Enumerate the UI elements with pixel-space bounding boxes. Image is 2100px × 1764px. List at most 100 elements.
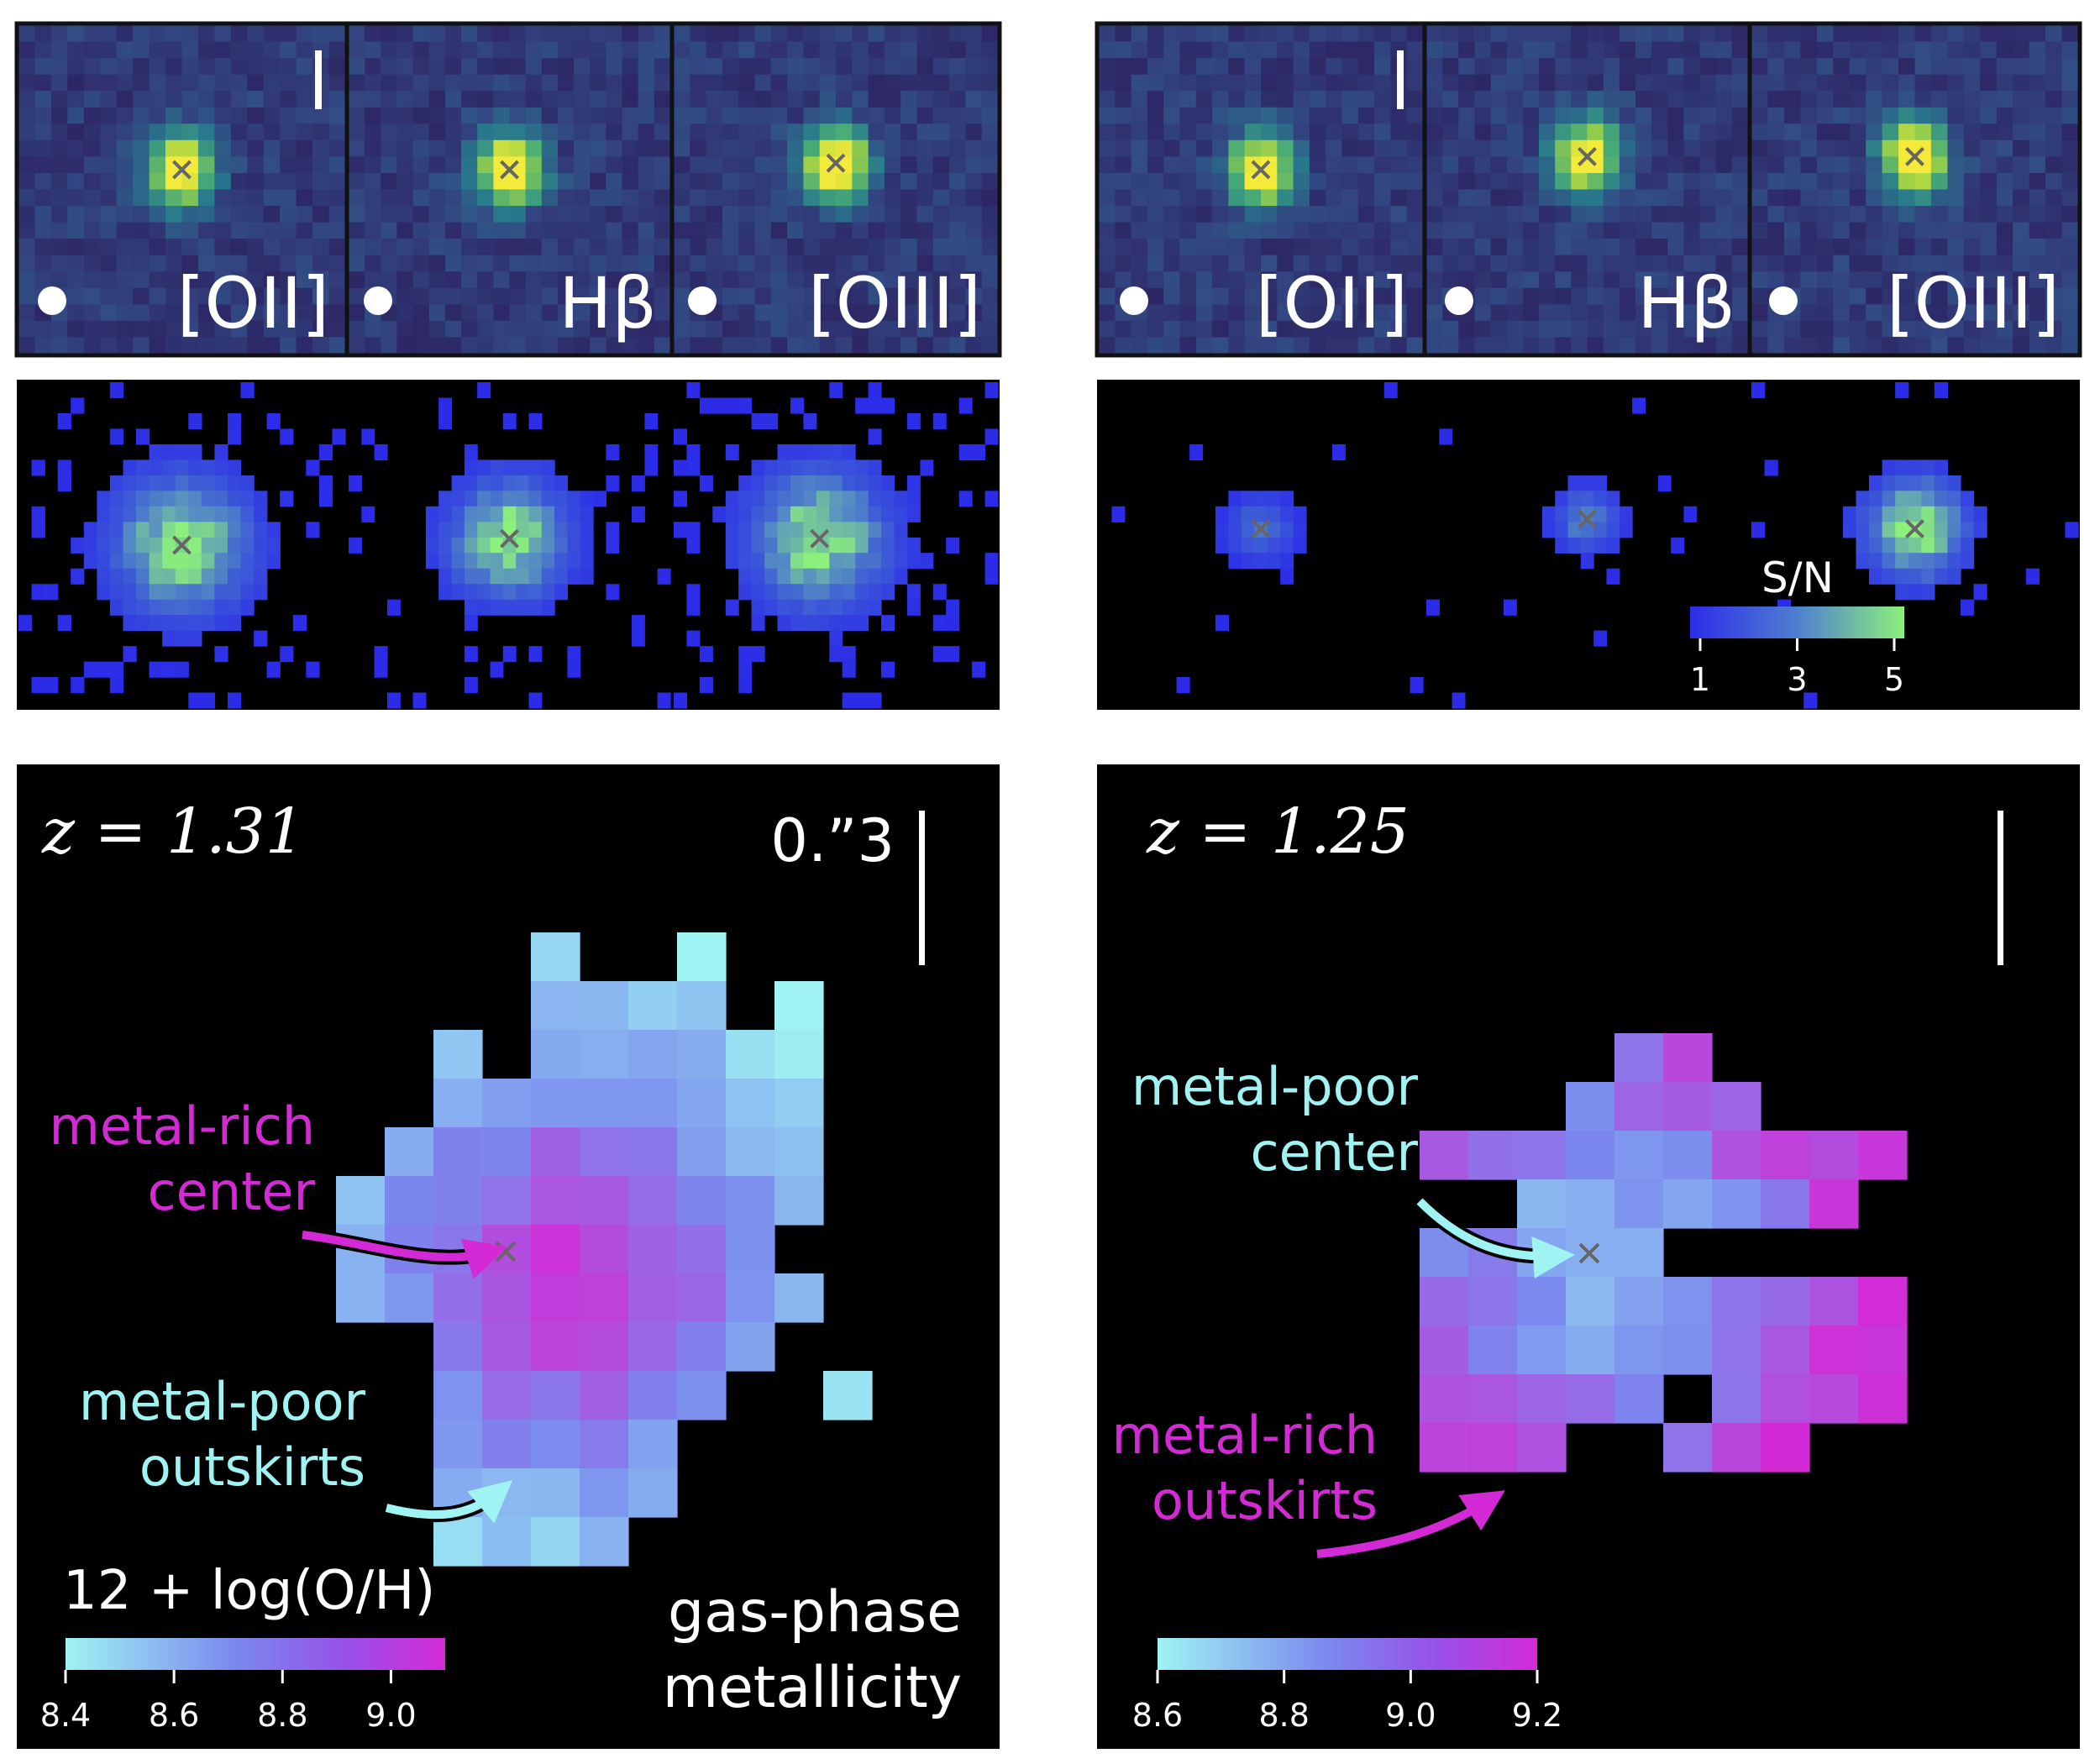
map-pixel (1603, 337, 1620, 354)
map-pixel (1228, 304, 1246, 322)
map-pixel (349, 337, 365, 354)
map-pixel (1426, 304, 1443, 322)
map-pixel (50, 239, 68, 256)
map-pixel (1667, 139, 1685, 157)
map-pixel (1980, 189, 1998, 207)
sn-pixel (97, 506, 111, 522)
map-pixel (280, 304, 297, 322)
map-pixel (1635, 74, 1652, 92)
map-pixel (1816, 320, 1834, 339)
map-pixel (803, 74, 821, 92)
map-pixel (1374, 173, 1391, 191)
map-pixel (1244, 255, 1262, 272)
sn-pixel (528, 491, 543, 507)
sn-pixel (464, 506, 478, 522)
metallicity-pixel (433, 1420, 483, 1469)
map-pixel (1406, 189, 1424, 207)
sn-pixel (1293, 537, 1307, 554)
map-pixel (690, 189, 707, 207)
metallicity-pixel (1858, 1131, 1908, 1180)
sn-pixel (318, 444, 333, 460)
map-pixel (1849, 41, 1866, 59)
map-pixel (916, 107, 934, 124)
sn-pixel (266, 553, 281, 570)
metallicity-pixel (580, 1420, 629, 1469)
metallicity-pixel (482, 1371, 532, 1420)
map-pixel (1115, 139, 1132, 157)
map-pixel (1490, 58, 1508, 76)
map-pixel (2013, 173, 2030, 191)
sn-pixel (1921, 459, 1935, 476)
map-pixel (1131, 320, 1148, 339)
sn-pixel (1331, 444, 1346, 460)
sn-pixel (477, 382, 491, 399)
map-pixel (690, 41, 707, 59)
sn-pixel (972, 661, 986, 678)
sn-pixel (425, 506, 439, 522)
map-pixel (1506, 74, 1524, 92)
map-pixel (428, 139, 446, 157)
sn-pixel (57, 475, 71, 491)
sn-pixel (1961, 491, 1975, 507)
map-pixel (1115, 337, 1132, 354)
map-pixel (461, 74, 478, 92)
sn-pixel (1383, 382, 1398, 399)
map-pixel (1357, 271, 1375, 289)
map-pixel (1228, 239, 1246, 256)
map-pixel (67, 320, 85, 339)
map-pixel (803, 239, 821, 256)
map-pixel (541, 320, 559, 339)
map-pixel (1374, 156, 1391, 174)
sn-pixel (906, 491, 921, 507)
sn-pixel (829, 646, 843, 663)
map-pixel (149, 41, 166, 59)
map-pixel (558, 304, 575, 322)
map-pixel (1833, 58, 1851, 76)
map-pixel (1651, 189, 1668, 207)
map-pixel (1406, 74, 1424, 92)
metallicity-pixel (1809, 1131, 1859, 1180)
map-pixel (1506, 41, 1524, 59)
sn-pixel (725, 599, 739, 616)
map-pixel (558, 287, 575, 305)
map-pixel (690, 74, 707, 92)
map-pixel (606, 206, 623, 223)
sn-pixel (201, 568, 215, 585)
map-pixel (722, 337, 739, 354)
map-pixel (1996, 91, 2013, 108)
map-pixel (738, 189, 756, 207)
map-pixel (690, 173, 707, 191)
map-pixel (1619, 107, 1636, 124)
map-pixel (836, 91, 853, 108)
sn-pixel (45, 677, 59, 694)
map-pixel (1195, 91, 1213, 108)
map-pixel (247, 156, 265, 174)
sn-pixel (842, 661, 856, 678)
map-pixel (1228, 271, 1246, 289)
centroid-marker (172, 535, 192, 555)
map-pixel (133, 271, 150, 289)
map-pixel (493, 139, 511, 157)
map-pixel (2061, 320, 2079, 339)
sn-pixel (738, 491, 753, 507)
map-pixel (1277, 271, 1294, 289)
map-pixel (1179, 156, 1197, 174)
map-pixel (754, 123, 772, 141)
sn-pixel (425, 537, 439, 554)
map-pixel (949, 173, 966, 191)
sn-pixel (1619, 522, 1633, 538)
map-pixel (1179, 139, 1197, 157)
map-pixel (787, 58, 804, 76)
sn-pixel (1921, 568, 1935, 585)
map-pixel (1474, 107, 1492, 124)
metallicity-pixel (482, 1079, 532, 1128)
map-pixel (280, 58, 297, 76)
map-pixel (428, 304, 446, 322)
map-pixel (1683, 74, 1701, 92)
map-pixel (1683, 123, 1701, 141)
metallicity-pixel (628, 1371, 678, 1420)
map-pixel (1715, 206, 1733, 223)
map-pixel (949, 271, 966, 289)
map-pixel (638, 222, 655, 239)
map-pixel (803, 107, 821, 124)
